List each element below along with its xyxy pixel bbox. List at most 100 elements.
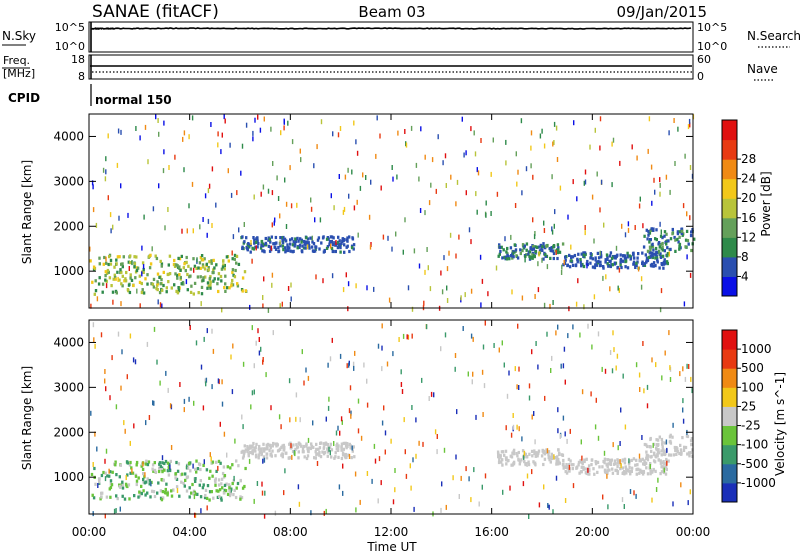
data-cell: [251, 246, 254, 250]
scatter-cell: [224, 118, 226, 124]
data-cell: [594, 258, 597, 262]
scatter-cell: [351, 169, 353, 175]
data-cell: [121, 486, 125, 490]
power-ylabel: Slant Range [km]: [20, 160, 34, 264]
scatter-cell: [543, 143, 546, 149]
scatter-cell: [635, 493, 637, 499]
data-cell: [609, 459, 613, 463]
scatter-cell: [117, 276, 119, 282]
data-cell: [168, 254, 172, 258]
data-cell: [268, 448, 271, 453]
data-cell: [280, 445, 283, 449]
data-cell: [274, 454, 277, 458]
scatter-cell: [108, 468, 110, 474]
colorbar-frame: [721, 119, 738, 297]
scatter-cell: [271, 190, 274, 196]
data-cell: [199, 495, 203, 499]
scatter-cell: [683, 301, 686, 307]
scatter-cell: [129, 333, 132, 339]
scatter-cell: [349, 385, 352, 391]
scatter-cell: [394, 468, 396, 473]
data-cell: [619, 261, 622, 265]
time-axis-title: Time UT: [366, 540, 417, 554]
data-cell: [218, 494, 221, 499]
scatter-cell: [532, 217, 534, 223]
scatter-cell: [329, 450, 331, 456]
data-cell: [109, 479, 113, 483]
scatter-cell: [179, 382, 181, 387]
data-cell: [676, 232, 680, 236]
scatter-cell: [653, 177, 655, 183]
data-cell: [543, 457, 547, 461]
data-cell: [570, 259, 573, 263]
scatter-cell: [289, 165, 291, 171]
scatter-cell: [351, 445, 353, 451]
data-cell: [497, 254, 500, 258]
freq-tick-top: 18: [71, 53, 85, 66]
scatter-cell: [102, 167, 105, 173]
scatter-cell: [371, 478, 373, 484]
data-cell: [192, 292, 195, 296]
data-cell: [231, 270, 234, 275]
scatter-cell: [392, 351, 394, 357]
station-title: SANAE (fitACF): [92, 2, 219, 22]
data-cell: [161, 470, 164, 474]
data-cell: [227, 259, 230, 263]
data-cell: [353, 455, 356, 459]
scatter-cell: [682, 418, 685, 424]
scatter-cell: [651, 357, 653, 363]
data-cell: [215, 469, 218, 473]
scatter-cell: [387, 235, 389, 241]
scatter-cell: [473, 467, 475, 473]
scatter-cell: [590, 391, 592, 397]
scatter-cell: [333, 441, 335, 446]
data-cell: [277, 245, 280, 250]
data-cell: [325, 442, 328, 446]
data-cell: [173, 263, 177, 267]
scatter-cell: [440, 270, 442, 276]
data-cell: [536, 454, 539, 458]
scatter-cell: [152, 400, 154, 406]
scatter-cell: [480, 138, 482, 143]
data-cell: [246, 445, 249, 449]
data-cell: [593, 472, 596, 476]
data-cell: [112, 277, 115, 281]
data-cell: [241, 289, 244, 293]
scatter-cell: [643, 388, 645, 394]
scatter-cell: [348, 454, 351, 459]
data-cell: [306, 449, 310, 453]
scatter-cell: [375, 153, 377, 159]
scatter-cell: [528, 383, 531, 389]
scatter-cell: [185, 279, 188, 285]
scatter-cell: [204, 193, 207, 199]
scatter-cell: [270, 126, 272, 132]
data-cell: [605, 463, 608, 467]
scatter-cell: [404, 217, 406, 223]
data-cell: [684, 238, 688, 242]
data-cell: [660, 437, 664, 442]
data-cell: [579, 260, 582, 264]
data-cell: [654, 469, 657, 473]
data-cell: [176, 276, 179, 280]
data-cell: [277, 249, 281, 253]
scatter-cell: [583, 180, 585, 186]
data-cell: [161, 490, 165, 494]
data-cell: [621, 259, 625, 263]
scatter-cell: [295, 416, 297, 422]
scatter-cell: [142, 264, 145, 270]
data-cell: [535, 245, 539, 249]
data-cell: [254, 245, 257, 249]
data-cell: [176, 291, 180, 295]
scatter-cell: [159, 380, 161, 386]
data-cell: [135, 463, 138, 467]
data-cell: [659, 472, 662, 476]
data-cell: [114, 277, 117, 281]
scatter-cell: [583, 304, 585, 310]
scatter-cell: [405, 142, 408, 148]
scatter-cell: [325, 416, 327, 422]
scatter-cell: [520, 118, 523, 124]
data-cell: [166, 469, 170, 473]
data-cell: [236, 284, 240, 288]
scatter-cell: [465, 150, 467, 156]
data-cell: [124, 482, 128, 486]
